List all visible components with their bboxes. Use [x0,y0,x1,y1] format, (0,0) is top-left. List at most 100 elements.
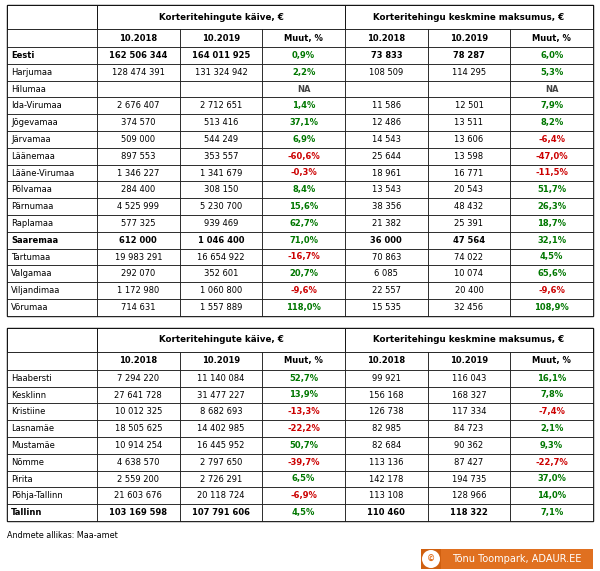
Bar [97,282,179,299]
Bar [511,47,593,64]
Text: -22,2%: -22,2% [287,424,320,433]
Bar [179,198,262,215]
Bar [511,114,593,131]
Bar [262,64,345,81]
Text: 52,7%: 52,7% [289,373,318,383]
Text: ©: © [427,554,435,564]
Bar [179,98,262,114]
Text: Põhja-Tallinn: Põhja-Tallinn [11,491,63,500]
Bar [179,488,262,504]
Bar [179,370,262,387]
Bar [97,488,179,504]
Text: 194 735: 194 735 [452,475,486,484]
Text: 284 400: 284 400 [121,186,155,194]
Text: Pärnumaa: Pärnumaa [11,202,53,211]
Text: Kristiine: Kristiine [11,407,46,416]
Bar [179,299,262,316]
Bar [428,64,511,81]
Bar [7,164,97,182]
Bar [345,29,428,47]
Bar [262,131,345,148]
Text: 544 249: 544 249 [204,135,238,144]
Bar [7,420,97,437]
Text: 8,2%: 8,2% [540,118,563,127]
Text: 352 601: 352 601 [204,270,238,278]
Text: 2 676 407: 2 676 407 [117,101,160,110]
Bar [179,182,262,198]
Text: 26,3%: 26,3% [537,202,566,211]
Bar [7,454,97,471]
Bar [179,81,262,98]
Bar [345,488,428,504]
Text: 99 921: 99 921 [372,373,401,383]
Bar [179,64,262,81]
Bar [428,299,511,316]
Text: Lasnamäe: Lasnamäe [11,424,54,433]
Bar [7,282,97,299]
Bar [428,182,511,198]
Bar [428,370,511,387]
Text: 10.2018: 10.2018 [367,34,406,43]
Text: -6,4%: -6,4% [538,135,565,144]
Bar [97,248,179,266]
Bar [511,299,593,316]
Bar [428,282,511,299]
Text: 90 362: 90 362 [454,441,484,450]
Text: 50,7%: 50,7% [289,441,318,450]
Text: Harjumaa: Harjumaa [11,68,52,77]
Text: 47 564: 47 564 [453,236,485,245]
Text: Pirita: Pirita [11,475,32,484]
Bar [7,64,97,81]
Bar [7,488,97,504]
Text: Andmete allikas: Maa-amet: Andmete allikas: Maa-amet [7,532,118,541]
Text: 939 469: 939 469 [204,219,238,228]
Bar [511,282,593,299]
Bar [7,471,97,488]
Bar [97,504,179,521]
Bar [7,328,97,352]
Text: 1 172 980: 1 172 980 [117,286,160,295]
Text: 7,1%: 7,1% [540,508,563,517]
Text: Võrumaa: Võrumaa [11,303,49,312]
Text: Valgamaa: Valgamaa [11,270,53,278]
Text: 14 402 985: 14 402 985 [197,424,245,433]
Text: 513 416: 513 416 [204,118,238,127]
Text: Muut, %: Muut, % [532,356,571,365]
Text: 1 341 679: 1 341 679 [200,168,242,178]
Bar [428,266,511,282]
Bar [7,5,593,316]
Bar [345,232,428,248]
Bar [262,29,345,47]
Bar [345,98,428,114]
Bar [511,81,593,98]
Text: 13,9%: 13,9% [289,391,318,400]
Text: 15 535: 15 535 [372,303,401,312]
Text: -16,7%: -16,7% [287,252,320,262]
Bar [97,328,345,352]
Text: 84 723: 84 723 [454,424,484,433]
Bar [7,387,97,403]
Bar [511,232,593,248]
Bar [262,454,345,471]
Bar [345,504,428,521]
Text: 308 150: 308 150 [204,186,238,194]
Bar [262,81,345,98]
Bar [428,403,511,420]
Bar [97,299,179,316]
Bar [511,148,593,164]
Text: Raplamaa: Raplamaa [11,219,53,228]
Bar [97,266,179,282]
Text: 4,5%: 4,5% [292,508,316,517]
Bar [262,182,345,198]
Text: 6 085: 6 085 [374,270,398,278]
Text: 10 012 325: 10 012 325 [115,407,162,416]
Bar [345,387,428,403]
Bar [262,114,345,131]
Text: Hilumaa: Hilumaa [11,85,46,94]
Bar [7,81,97,98]
Text: -7,4%: -7,4% [538,407,565,416]
Text: 8,4%: 8,4% [292,186,315,194]
Text: 10 914 254: 10 914 254 [115,441,162,450]
Text: 162 506 344: 162 506 344 [109,51,167,60]
Text: -13,3%: -13,3% [287,407,320,416]
